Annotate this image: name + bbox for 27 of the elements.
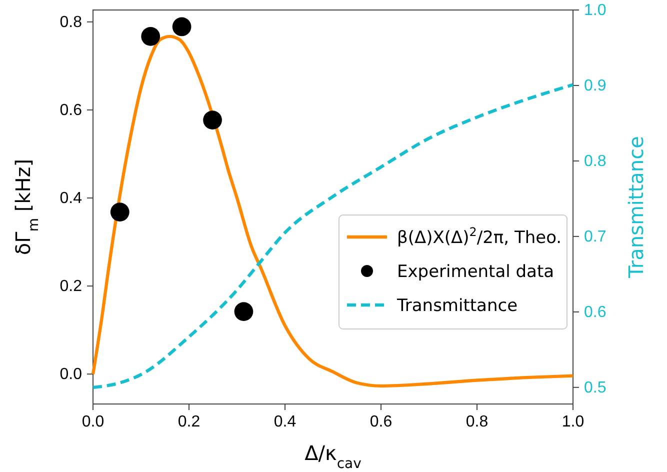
y2-tick-label: 0.5 [584, 380, 606, 397]
legend-label: Transmittance [396, 296, 518, 316]
legend-label: β(Δ)X(Δ)$^{2}$/2π, Theo. [397, 225, 562, 248]
point [234, 302, 254, 321]
x-tick-label: 0.4 [274, 413, 296, 430]
y2-axis-title: Transmittance [624, 136, 648, 279]
x-tick-label: 0.0 [82, 413, 104, 430]
y-tick-label: 0.6 [60, 102, 82, 120]
point [172, 17, 192, 36]
y-tick-label: 0.8 [60, 14, 82, 32]
x-tick-label: 0.6 [370, 413, 392, 430]
point [141, 26, 160, 46]
y2-tick-label: 0.9 [584, 78, 606, 95]
y2-tick-label: 1.0 [584, 2, 606, 20]
x-tick-label: 1.0 [562, 413, 584, 430]
point [110, 202, 130, 222]
y2-tick-label: 0.7 [584, 228, 606, 246]
y2-tick-label: 0.8 [584, 153, 606, 170]
y-tick-label: 0.0 [60, 366, 82, 384]
y-tick-label: 0.2 [60, 278, 82, 296]
y2-tick-label: 0.6 [584, 304, 606, 322]
point [203, 110, 222, 130]
x-axis-title: Δ/κ$_{cav}$ [304, 441, 362, 472]
legend-label: Experimental data [397, 262, 554, 282]
x-tick-label: 0.8 [466, 413, 488, 430]
x-tick-label: 0.2 [178, 413, 200, 430]
y-tick-label: 0.4 [60, 190, 82, 208]
